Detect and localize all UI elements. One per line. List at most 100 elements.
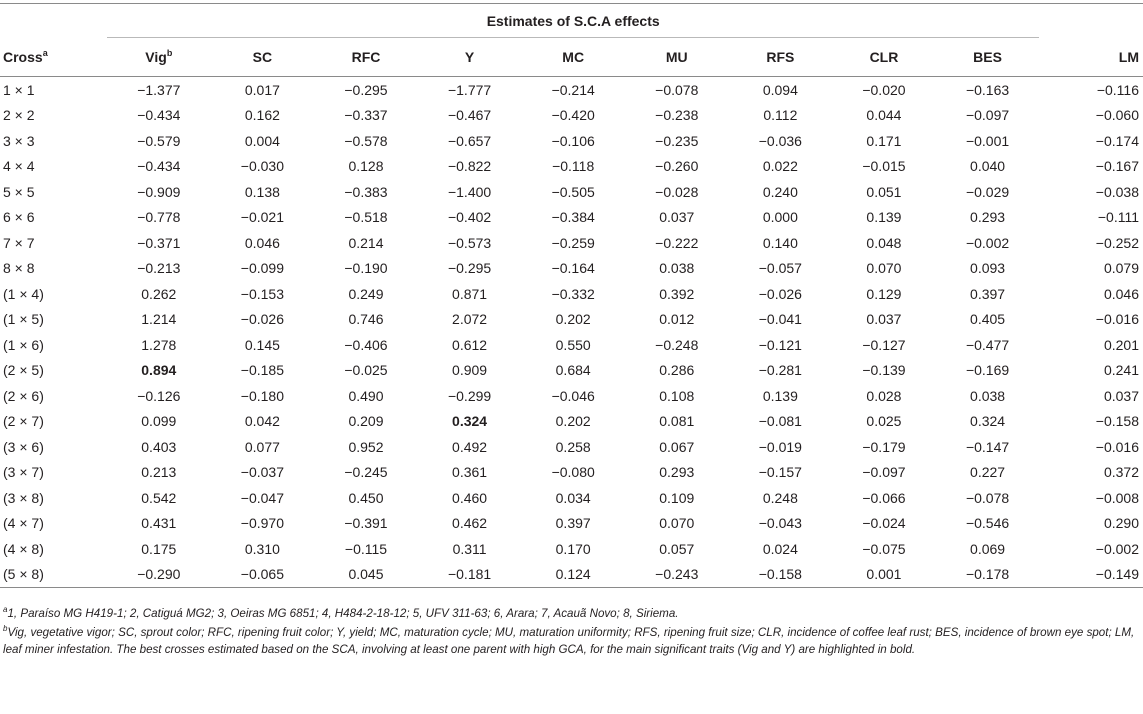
- table-row: 1 × 1 −1.377 0.017 −0.295 −1.777 −0.214 −0.078…: [0, 77, 1143, 103]
- sca-value-cell: 0.140: [762, 234, 798, 251]
- sca-value-cell: −0.169: [965, 362, 1010, 379]
- sca-value-cell: 0.109: [659, 489, 695, 506]
- sca-value-cell: 0.492: [452, 438, 488, 455]
- sca-value-cell: 0.397: [555, 515, 591, 532]
- sca-value-cell: −0.185: [240, 362, 284, 379]
- column-header-vig: Vigb: [107, 37, 211, 77]
- sca-value-cell: 0.046: [244, 234, 280, 251]
- column-header-lm: LM: [1039, 37, 1143, 77]
- sca-value-cell: −0.467: [447, 107, 492, 124]
- column-header-label: Cross: [3, 48, 43, 65]
- sca-value-cell: 0.372: [1103, 464, 1139, 481]
- footnote-mark: b: [3, 624, 8, 633]
- sca-value-cell: −0.546: [965, 515, 1010, 532]
- sca-value-cell: 0.324: [452, 413, 488, 430]
- sca-value-cell: 0.044: [866, 107, 902, 124]
- sca-value-cell: −0.115: [344, 540, 388, 557]
- sca-value-cell: −0.281: [758, 362, 802, 379]
- sca-value-cell: 0.099: [141, 413, 177, 430]
- column-header-bes: BES: [935, 37, 1040, 77]
- sca-value-cell: 0.175: [141, 540, 177, 557]
- table-row: 7 × 7 −0.371 0.046 0.214 −0.573 −0.259 −0.222 0…: [0, 230, 1143, 256]
- column-header-label: MU: [665, 49, 688, 65]
- cross-label-cell: (3 × 7): [3, 464, 44, 481]
- sca-value-cell: −0.213: [137, 260, 181, 277]
- sca-value-cell: −0.038: [1095, 183, 1139, 200]
- sca-value-cell: −0.299: [447, 387, 492, 404]
- sca-value-cell: 0.070: [659, 515, 695, 532]
- column-header-rfc: RFC: [314, 37, 418, 77]
- sca-value-cell: −0.573: [447, 234, 492, 251]
- sca-value-cell: −0.337: [344, 107, 388, 124]
- sca-value-cell: 0.051: [866, 183, 902, 200]
- column-header-label: RFS: [766, 49, 795, 65]
- table-row: 8 × 8 −0.213 −0.099 −0.190 −0.295 −0.164 0.038…: [0, 256, 1143, 282]
- sca-value-cell: −0.080: [551, 464, 595, 481]
- sca-value-cell: 0.227: [970, 464, 1006, 481]
- sca-value-cell: −0.097: [965, 107, 1010, 124]
- table-row: 3 × 3 −0.579 0.004 −0.578 −0.657 −0.106 −0.235…: [0, 128, 1143, 154]
- sca-value-cell: 0.403: [141, 438, 177, 455]
- sca-value-cell: −0.332: [551, 285, 595, 302]
- sca-value-cell: 0.361: [452, 464, 488, 481]
- sca-value-cell: −0.477: [965, 336, 1010, 353]
- sca-value-cell: 0.070: [866, 260, 902, 277]
- sca-effects-table: Estimates of S.C.A effects Crossa Vigb SC R…: [0, 3, 1143, 588]
- sca-value-cell: −0.778: [137, 209, 181, 226]
- sca-value-cell: 0.293: [970, 209, 1006, 226]
- table-row: (1 × 4) 0.262 −0.153 0.249 0.871 −0.332 0.392 −…: [0, 281, 1143, 307]
- sca-value-cell: 0.022: [762, 158, 798, 175]
- sca-value-cell: 0.392: [659, 285, 695, 302]
- sca-value-cell: 0.286: [659, 362, 695, 379]
- sca-value-cell: −0.260: [655, 158, 699, 175]
- sca-value-cell: 0.542: [141, 489, 177, 506]
- sca-value-cell: −0.149: [1039, 561, 1143, 588]
- sca-value-cell: −0.518: [344, 209, 388, 226]
- sca-value-cell: 0.871: [452, 285, 488, 302]
- sca-value-cell: −0.505: [551, 183, 595, 200]
- sca-value-cell: 0.462: [452, 515, 488, 532]
- sca-value-cell: 0.241: [1103, 362, 1139, 379]
- sca-value-cell: −0.384: [551, 209, 595, 226]
- sca-value-cell: 0.000: [762, 209, 798, 226]
- column-header-label: LM: [1118, 48, 1139, 65]
- sca-value-cell: −0.295: [447, 260, 492, 277]
- sca-value-cell: −0.153: [240, 285, 284, 302]
- sca-value-cell: −0.099: [240, 260, 284, 277]
- sca-value-cell: −0.406: [344, 336, 388, 353]
- cross-label-cell: 5 × 5: [3, 183, 35, 200]
- sca-value-cell: −0.371: [137, 234, 181, 251]
- sca-value-cell: −0.078: [655, 81, 699, 98]
- sca-value-cell: 0.040: [970, 158, 1006, 175]
- sca-value-cell: 0.214: [348, 234, 384, 251]
- sca-value-cell: −0.029: [965, 183, 1010, 200]
- sca-value-cell: −0.036: [758, 132, 802, 149]
- sca-value-cell: 0.490: [348, 387, 384, 404]
- sca-value-cell: 0.550: [555, 336, 591, 353]
- sca-value-cell: −0.157: [758, 464, 802, 481]
- sca-value-cell: 0.048: [866, 234, 902, 251]
- table-row: (1 × 5) 1.214 −0.026 0.746 2.072 0.202 0.012 −0…: [0, 307, 1143, 333]
- sca-value-cell: 0.138: [244, 183, 280, 200]
- group-header: Estimates of S.C.A effects: [107, 3, 1040, 38]
- footnote-text: 1, Paraíso MG H419-1; 2, Catiguá MG2; 3,…: [7, 607, 679, 620]
- column-header-mc: MC: [521, 37, 625, 77]
- sca-value-cell: 0.952: [348, 438, 384, 455]
- cross-label-cell: 8 × 8: [3, 260, 35, 277]
- sca-value-cell: −0.118: [552, 158, 595, 175]
- sca-value-cell: 0.405: [970, 311, 1006, 328]
- sca-value-cell: −1.377: [137, 81, 181, 98]
- footnote-text: Vig, vegetative vigor; SC, sprout color;…: [3, 626, 1135, 656]
- footnote-marker: b: [166, 48, 173, 58]
- cross-label-cell: (4 × 7): [3, 515, 44, 532]
- sca-value-cell: 0.262: [141, 285, 177, 302]
- sca-value-cell: −0.078: [965, 489, 1010, 506]
- group-header-spacer-right: [1039, 4, 1143, 38]
- sca-value-cell: −0.383: [344, 183, 388, 200]
- sca-value-cell: −0.158: [1095, 413, 1139, 430]
- column-header-mu: MU: [624, 37, 729, 77]
- sca-value-cell: 0.145: [244, 336, 280, 353]
- column-header-cross: Crossa: [0, 37, 107, 77]
- sca-value-cell: 0.170: [555, 540, 591, 557]
